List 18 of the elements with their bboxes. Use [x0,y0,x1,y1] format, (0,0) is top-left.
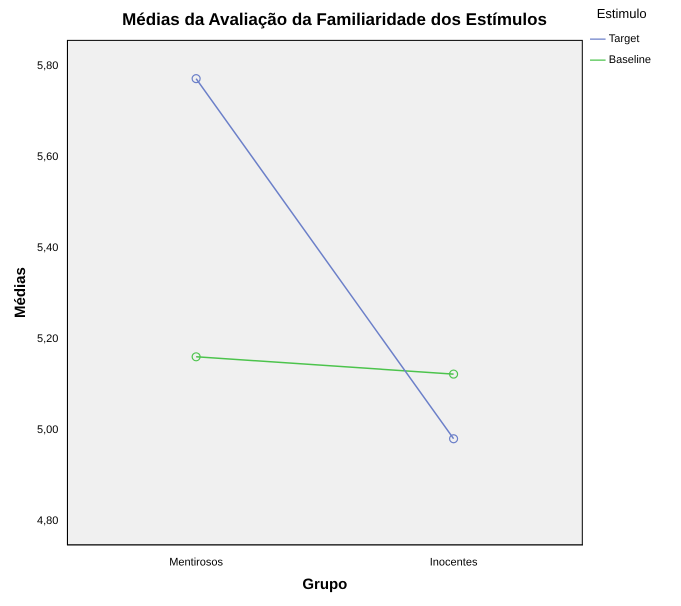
chart-title: Médias da Avaliação da Familiaridade dos Estímulos [122,10,547,29]
x-tick-label: Inocentes [430,556,478,568]
y-tick-label: 5,40 [36,242,58,254]
y-tick-label: 5,60 [36,150,58,163]
legend-label: Baseline [608,54,652,66]
y-tick-label: 5,00 [36,424,58,436]
point [448,369,458,379]
point [448,434,458,444]
point [192,352,201,362]
point [192,74,201,84]
y-tick-label: 5,20 [36,333,58,346]
y-axis-title: Médias [12,267,30,318]
legend-title: Estimulo [596,6,647,22]
x-axis-title: Grupo [302,576,348,594]
y-tick-label: 4,80 [36,515,58,528]
x-tick-label: Mentirosos [169,556,224,568]
legend-label: Target [608,33,640,46]
y-tick-label: 5,80 [36,60,58,72]
